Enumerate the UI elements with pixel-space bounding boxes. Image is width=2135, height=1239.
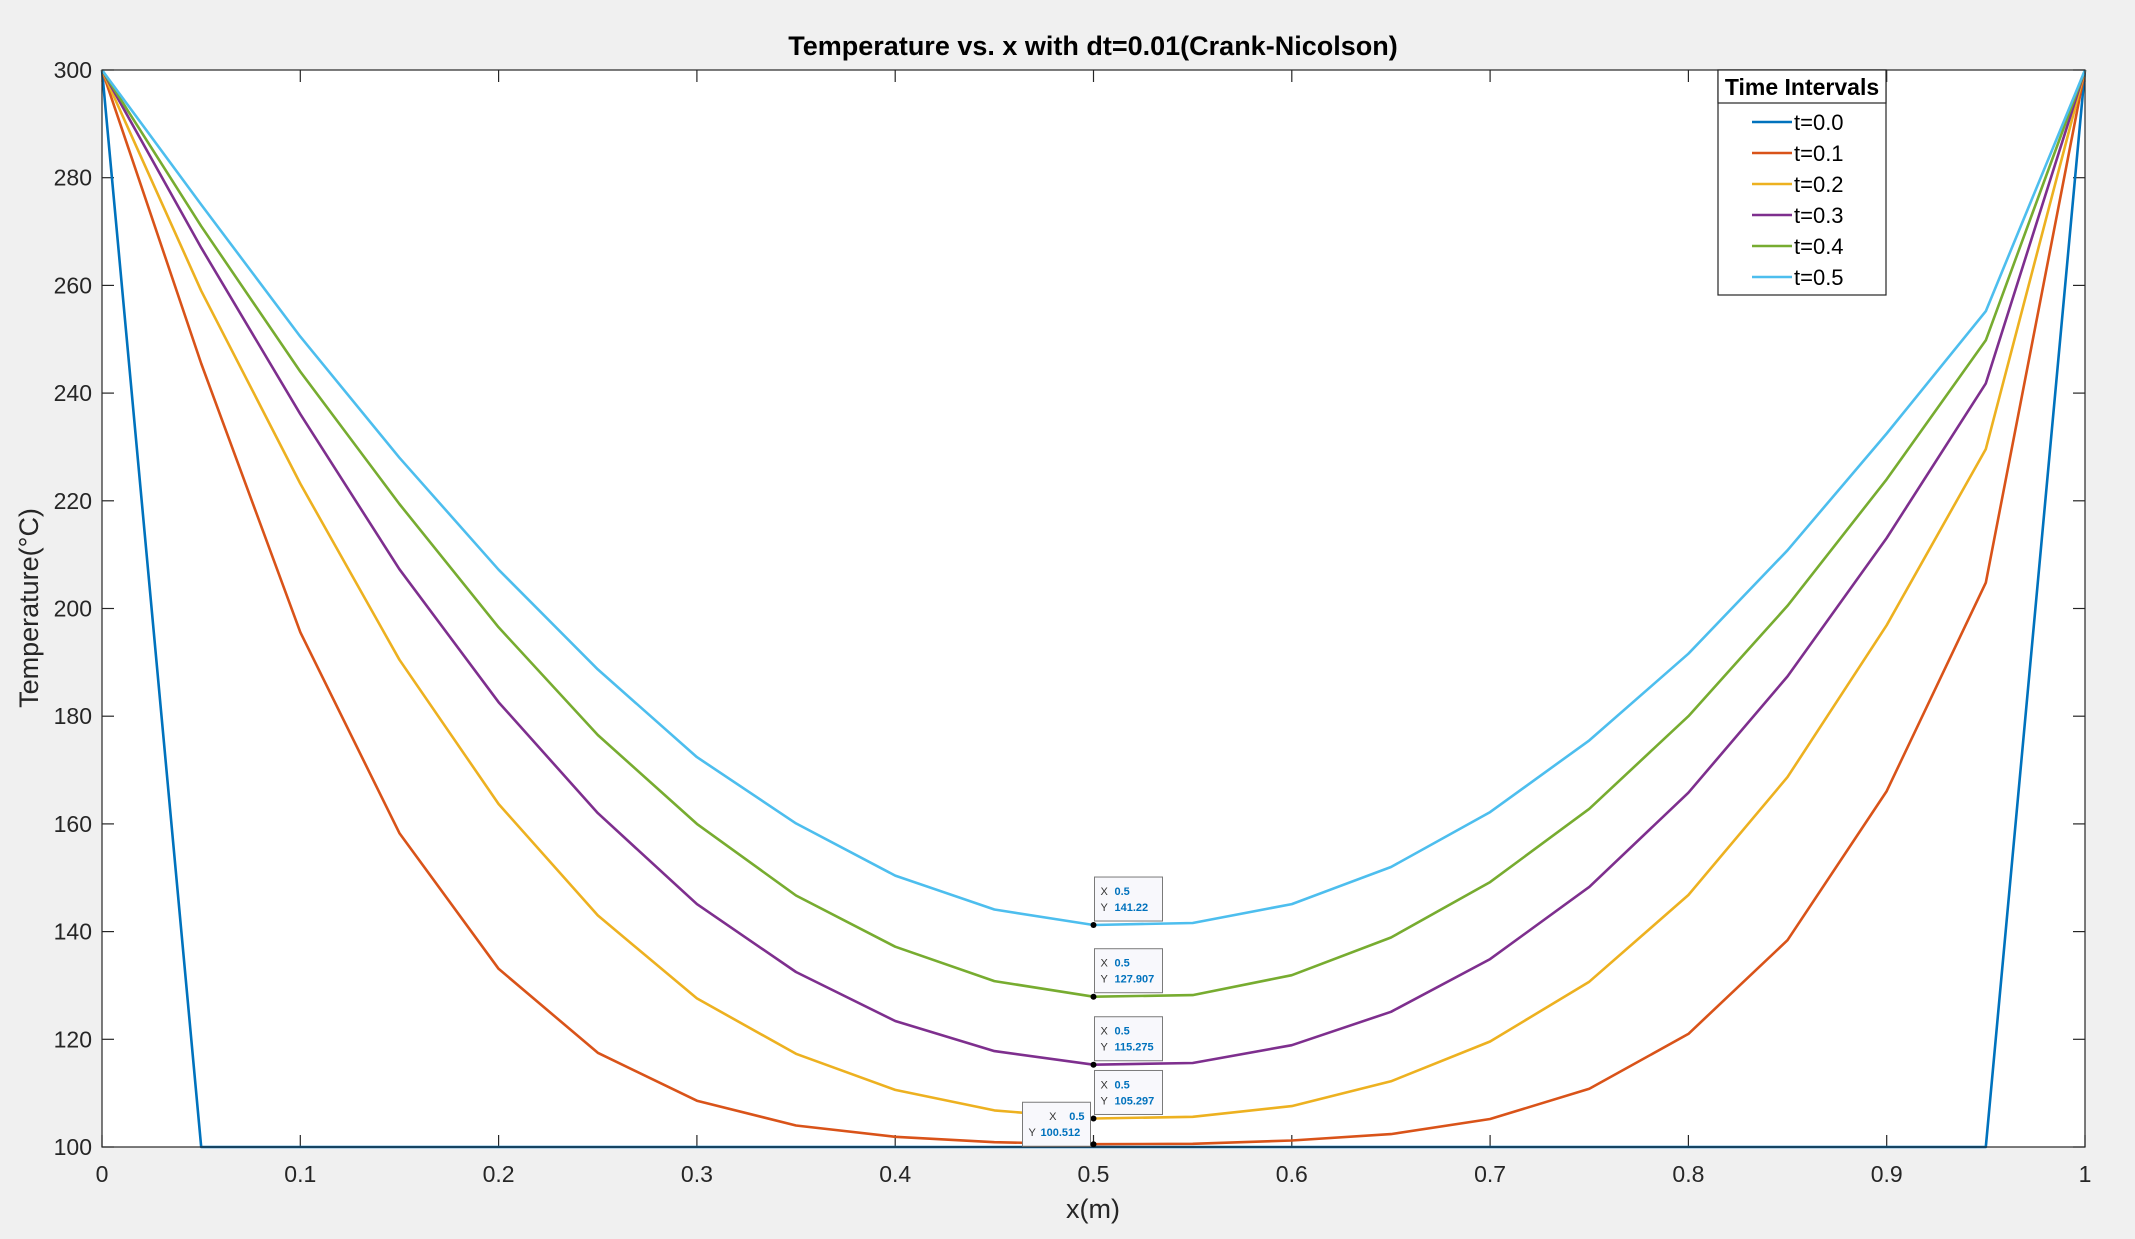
y-tick-label: 140 [54, 919, 92, 945]
datatips: X 0.5 Y 141.22 X 0.5 Y 127.907 X 0.5 Y 115.27… [1022, 876, 1163, 1148]
legend-items: t=0.0 t=0.1 t=0.2 t=0.3 t=0.4 t=0.5 [1752, 110, 1844, 290]
datatip-x-value: 0.5 [1115, 886, 1130, 898]
x-tick-label: 0.4 [879, 1161, 911, 1187]
datatip-y-key: Y [1101, 974, 1109, 986]
legend-item-label: t=0.2 [1794, 172, 1844, 197]
datatip[interactable]: X 0.5 Y 100.512 [1022, 1101, 1097, 1148]
datatip-y-key: Y [1101, 1095, 1109, 1107]
legend[interactable]: Time Intervals t=0.0 t=0.1 t=0.2 t=0.3 t=0.4… [1717, 69, 1887, 296]
datatip[interactable]: X 0.5 Y 115.275 [1090, 1016, 1163, 1068]
datatip-x-key: X [1101, 886, 1109, 898]
legend-item-label: t=0.0 [1794, 110, 1844, 135]
datatip-y-value: 100.512 [1041, 1127, 1081, 1139]
legend-box [1717, 69, 1887, 296]
datatip-marker [1090, 1141, 1097, 1148]
datatip-x-value: 0.5 [1115, 1079, 1130, 1091]
x-tick-label: 0.3 [681, 1161, 713, 1187]
legend-item-label: t=0.4 [1794, 234, 1844, 259]
x-tick-label: 0.9 [1871, 1161, 1903, 1187]
datatip-y-key: Y [1101, 1042, 1109, 1054]
axis-ticks: 0 0.1 0.2 0.3 0.4 0.5 0.6 0.7 0.8 0.9 1 100 120 140 16… [54, 57, 2092, 1187]
x-tick-label: 1 [2079, 1161, 2092, 1187]
x-tick-label: 0 [96, 1161, 109, 1187]
datatip-marker [1090, 1115, 1097, 1122]
datatip-box [1094, 1016, 1163, 1062]
datatip-box [1094, 1069, 1163, 1115]
datatip-x-key: X [1101, 958, 1109, 970]
y-tick-label: 200 [54, 596, 92, 622]
datatip-marker [1090, 993, 1097, 1000]
datatip-x-value: 0.5 [1115, 958, 1130, 970]
y-tick-label: 300 [54, 57, 92, 83]
datatip-y-value: 115.275 [1115, 1042, 1154, 1054]
x-tick-label: 0.8 [1672, 1161, 1704, 1187]
y-tick-label: 220 [54, 488, 92, 514]
y-axis-label: Temperature(°C) [14, 508, 44, 708]
y-tick-label: 180 [54, 703, 92, 729]
datatip-x-key: X [1101, 1026, 1109, 1038]
datatip[interactable]: X 0.5 Y 127.907 [1090, 948, 1163, 1000]
datatip-box [1022, 1101, 1091, 1147]
x-tick-label: 0.6 [1276, 1161, 1308, 1187]
x-tick-label: 0.2 [483, 1161, 515, 1187]
datatip[interactable]: X 0.5 Y 105.297 [1090, 1069, 1163, 1122]
legend-item-label: t=0.3 [1794, 203, 1844, 228]
datatip-y-value: 141.22 [1115, 902, 1149, 914]
datatip-y-key: Y [1101, 902, 1109, 914]
datatip-x-value: 0.5 [1069, 1111, 1084, 1123]
x-axis-label: x(m) [1066, 1194, 1120, 1224]
datatip-marker [1090, 1061, 1097, 1068]
y-tick-label: 100 [54, 1134, 92, 1160]
y-tick-label: 160 [54, 811, 92, 837]
y-tick-label: 240 [54, 380, 92, 406]
x-tick-label: 0.7 [1474, 1161, 1506, 1187]
legend-item-label: t=0.1 [1794, 141, 1844, 166]
x-tick-label: 0.1 [284, 1161, 316, 1187]
x-tick-label: 0.5 [1078, 1161, 1110, 1187]
datatip-x-key: X [1049, 1111, 1057, 1123]
datatip-y-value: 127.907 [1115, 974, 1155, 986]
datatip-box [1094, 876, 1163, 922]
legend-item-label: t=0.5 [1794, 265, 1844, 290]
datatip-y-key: Y [1029, 1127, 1037, 1139]
datatip-box [1094, 948, 1163, 994]
y-tick-label: 120 [54, 1026, 92, 1052]
y-tick-label: 260 [54, 272, 92, 298]
datatip-y-value: 105.297 [1115, 1095, 1155, 1107]
chart-title: Temperature vs. x with dt=0.01(Crank-Nic… [788, 31, 1397, 61]
legend-title: Time Intervals [1725, 74, 1879, 100]
y-tick-label: 280 [54, 165, 92, 191]
datatip-x-key: X [1101, 1079, 1109, 1091]
datatip-x-value: 0.5 [1115, 1026, 1130, 1038]
legend-title-box [1717, 69, 1887, 104]
datatip-marker [1090, 922, 1097, 929]
datatip[interactable]: X 0.5 Y 141.22 [1090, 876, 1163, 929]
